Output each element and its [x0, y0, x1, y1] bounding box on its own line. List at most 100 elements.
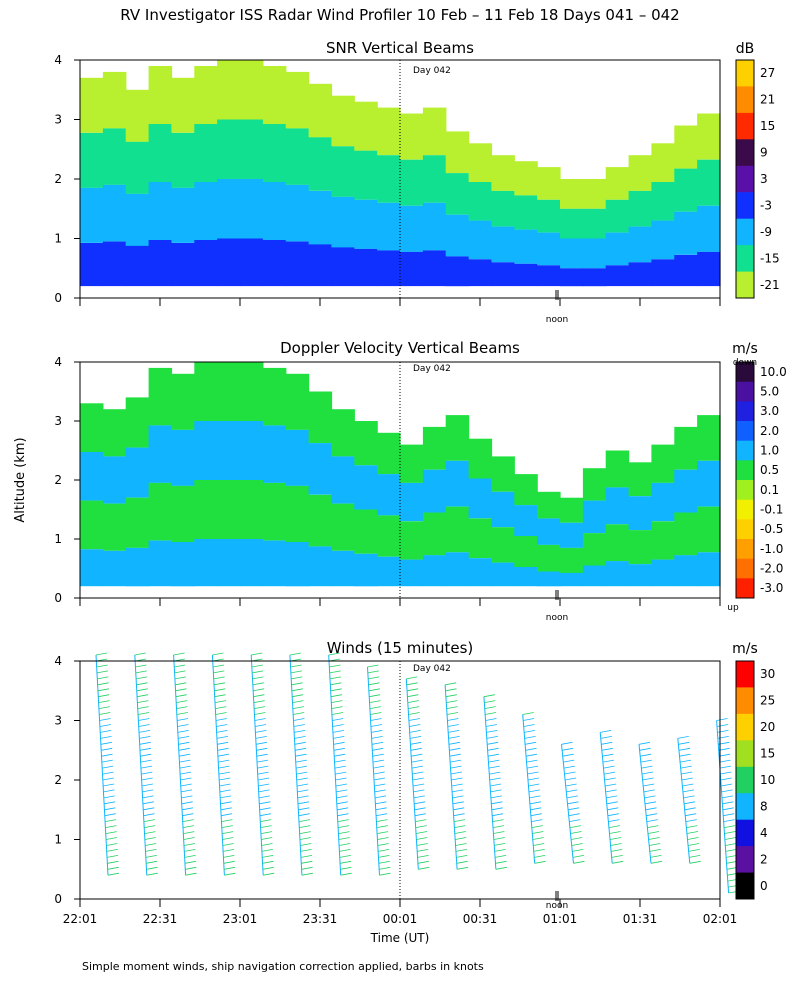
heatmap-cell	[422, 202, 447, 251]
heatmap-cell	[400, 559, 424, 587]
wind-barb	[723, 819, 735, 822]
wind-barb	[292, 694, 304, 698]
wind-barb	[605, 783, 617, 787]
wind-barb	[603, 765, 615, 769]
heatmap-cell	[217, 421, 241, 480]
wind-barb	[100, 736, 112, 739]
colorbar-label: -0.1	[760, 503, 783, 517]
wind-barb	[566, 795, 578, 799]
colorbar-label: 27	[760, 66, 775, 80]
wind-barb	[101, 753, 113, 757]
wind-barb	[688, 849, 700, 852]
heatmap-cell	[171, 373, 195, 430]
wind-barb	[644, 801, 657, 805]
heatmap-cell	[354, 553, 378, 587]
wind-barb	[214, 694, 226, 698]
heatmap-cell	[217, 238, 241, 287]
wind-barb	[146, 860, 158, 864]
heatmap-cell	[560, 547, 584, 573]
heatmap-cell	[217, 362, 241, 421]
heatmap-cell	[240, 119, 264, 179]
wind-barb	[254, 718, 266, 721]
heatmap-cell	[582, 268, 607, 287]
colorbar-label: 3	[760, 172, 768, 186]
wind-barb	[376, 819, 388, 822]
wind-barb	[564, 771, 576, 775]
wind-barb	[260, 825, 272, 828]
heatmap-cell	[148, 425, 173, 483]
heatmap-cell	[537, 491, 561, 519]
colorbar-label: 2.0	[760, 424, 779, 438]
wind-barb	[253, 688, 265, 692]
colorbar-swatch	[736, 558, 754, 579]
wind-profile	[328, 654, 342, 876]
wind-barb	[333, 741, 345, 745]
wind-profile	[289, 654, 303, 876]
wind-barb	[106, 849, 118, 852]
x-tick-label: 23:31	[303, 912, 338, 926]
heatmap-cell	[537, 167, 561, 200]
wind-barb	[409, 724, 421, 727]
wind-barb	[565, 777, 577, 781]
winds-noon-label: noon	[546, 901, 568, 911]
wind-barb	[180, 777, 192, 781]
heatmap-cell	[628, 190, 653, 227]
wind-barb	[332, 718, 344, 721]
wind-barb	[175, 688, 187, 692]
heatmap-cell	[377, 474, 401, 516]
heatmap-cell	[400, 251, 424, 287]
wind-barb	[335, 771, 347, 775]
heatmap-cell	[514, 161, 538, 196]
x-tick-label: 01:31	[623, 912, 658, 926]
wind-barb	[724, 831, 736, 834]
wind-barb	[684, 801, 696, 805]
wind-barb	[223, 855, 235, 858]
wind-barb	[681, 771, 693, 775]
wind-barb	[98, 700, 110, 703]
colorbar-swatch	[736, 245, 754, 272]
wind-barb	[572, 855, 584, 858]
heatmap-cell	[651, 259, 675, 287]
heatmap-cell	[80, 132, 104, 188]
wind-barb	[602, 759, 615, 763]
heatmap-cell	[240, 362, 264, 421]
wind-barb	[332, 724, 344, 727]
wind-barb	[407, 694, 419, 698]
heatmap-cell	[308, 546, 333, 587]
wind-barb	[648, 837, 660, 840]
wind-barb	[371, 736, 383, 739]
heatmap-cell	[582, 468, 607, 501]
wind-barb	[339, 843, 351, 846]
wind-barb	[408, 706, 420, 709]
wind-barb	[452, 789, 464, 793]
wind-barb	[609, 831, 621, 834]
wind-barb	[716, 724, 729, 727]
wind-barbs	[95, 652, 740, 894]
colorbar-label: -2.0	[760, 562, 783, 576]
wind-barb	[601, 741, 613, 745]
wind-barb	[298, 819, 311, 822]
wind-barb	[490, 795, 502, 799]
wind-barb	[252, 670, 264, 674]
wind-barb	[218, 771, 230, 775]
wind-barb	[340, 860, 352, 864]
heatmap-cell	[697, 552, 721, 587]
wind-barb	[176, 712, 188, 715]
heatmap-cell	[560, 522, 584, 548]
colorbar-label: 30	[760, 667, 775, 681]
wind-barb	[682, 783, 694, 787]
colorbar-label: 5.0	[760, 385, 779, 399]
wind-barb	[224, 872, 236, 876]
x-tick-label: 23:01	[223, 912, 258, 926]
wind-barb	[446, 712, 459, 715]
doppler-colorbar-bottom-label: up	[727, 603, 739, 613]
heatmap-cell	[285, 241, 310, 287]
colorbar-swatch	[736, 165, 754, 193]
wind-barb	[370, 718, 382, 721]
colorbar-label: 0.1	[760, 483, 779, 497]
wind-barb	[485, 724, 497, 727]
wind-barb	[329, 670, 341, 674]
heatmap-cell	[605, 199, 630, 233]
wind-barb	[721, 795, 734, 799]
wind-barb	[448, 730, 460, 733]
